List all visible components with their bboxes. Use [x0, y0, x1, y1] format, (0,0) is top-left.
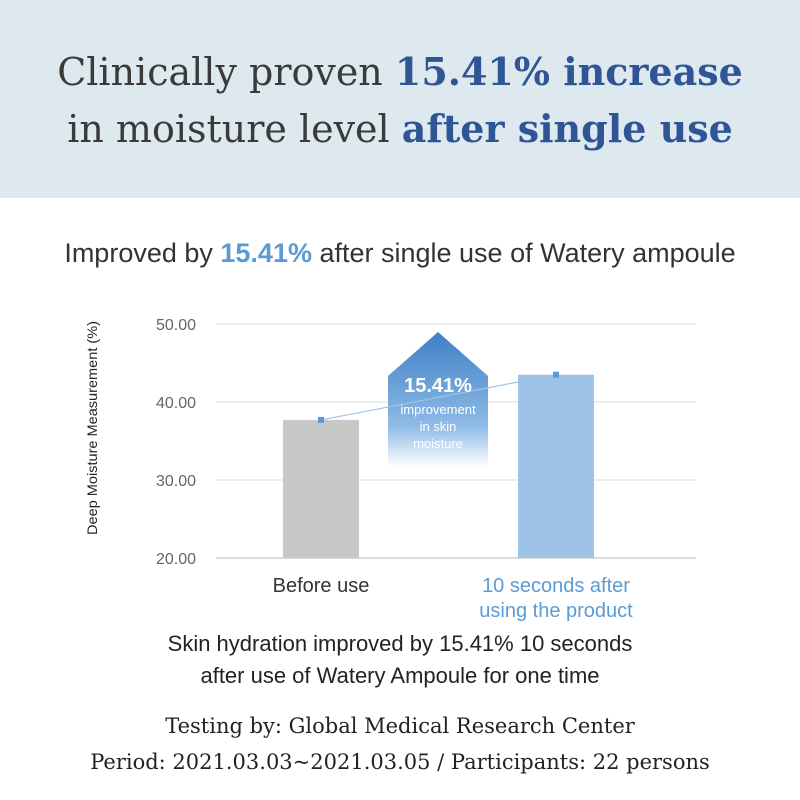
- headline-line-2-highlight: after single use: [401, 106, 733, 151]
- x-category-label-1-0: 10 seconds after: [482, 575, 630, 597]
- data-point-1: [553, 371, 559, 378]
- headline-line-2-text: in moisture level: [67, 107, 402, 151]
- up-arrow-icon: [388, 332, 488, 467]
- chart-title: Improved by 15.41% after single use of W…: [0, 238, 800, 269]
- headline-line-1: Clinically proven 15.41% increase: [0, 50, 800, 94]
- y-tick-label-2: 40.00: [156, 395, 196, 412]
- chart-caption: Skin hydration improved by 15.41% 10 sec…: [0, 628, 800, 692]
- headline-banner: [0, 0, 800, 198]
- chart-caption-line-2: after use of Watery Ampoule for one time: [200, 662, 600, 688]
- y-tick-label-1: 30.00: [156, 473, 196, 490]
- bar-0: [283, 419, 359, 558]
- headline-line-2: in moisture level after single use: [0, 107, 800, 151]
- x-category-label-1-1: using the product: [479, 600, 633, 622]
- y-axis-label: Deep Moisture Measurement (%): [84, 321, 100, 535]
- testing-info: Testing by: Global Medical Research Cent…: [165, 714, 635, 738]
- y-tick-label-3: 50.00: [156, 317, 196, 334]
- annotation-percent: 15.41%: [404, 375, 472, 397]
- period-info: Period: 2021.03.03~2021.03.05 / Particip…: [90, 750, 710, 774]
- bar-1: [518, 374, 594, 558]
- data-point-0: [318, 416, 324, 423]
- chart-title-prefix: Improved by: [64, 238, 221, 268]
- x-category-label-0-0: Before use: [273, 575, 370, 597]
- headline-line-1-highlight: 15.41% increase: [394, 49, 743, 94]
- chart-caption-line-1: Skin hydration improved by 15.41% 10 sec…: [167, 631, 633, 656]
- annotation-line-2: moisture: [413, 436, 463, 451]
- annotation-line-0: improvement: [400, 402, 476, 417]
- y-tick-label-0: 20.00: [156, 551, 196, 568]
- annotation-line-1: in skin: [420, 419, 457, 434]
- chart-title-suffix: after single use of Watery ampoule: [311, 238, 736, 268]
- chart-title-highlight: 15.41%: [220, 238, 312, 268]
- trend-line: [320, 374, 557, 421]
- moisture-bar-chart: 20.00 30.00 40.00 50.00 Deep Moisture Measur…: [84, 317, 696, 622]
- headline-line-1-text: Clinically proven: [57, 50, 395, 94]
